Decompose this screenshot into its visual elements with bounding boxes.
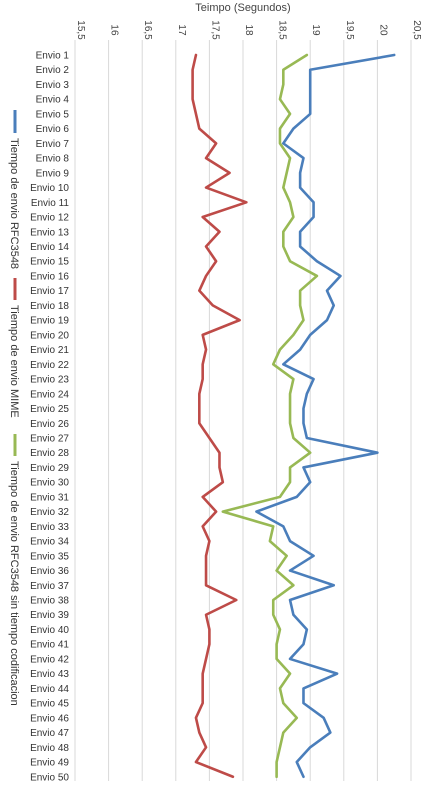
category-label: Envio 5 [36, 109, 70, 120]
category-label: Envio 30 [30, 478, 69, 489]
category-label: Envio 9 [36, 168, 70, 179]
category-label: Envio 40 [30, 625, 69, 636]
category-label: Envio 25 [30, 404, 69, 415]
category-label: Envio 50 [30, 772, 69, 783]
category-label: Envio 39 [30, 610, 69, 621]
x-tick-label: 19,5 [344, 20, 355, 40]
category-label: Envio 14 [30, 242, 69, 253]
category-label: Envio 20 [30, 330, 69, 341]
category-label: Envio 16 [30, 271, 69, 282]
category-label: Envio 13 [30, 227, 69, 238]
category-label: Envio 46 [30, 713, 69, 724]
category-label: Envio 31 [30, 492, 69, 503]
category-label: Envio 35 [30, 551, 69, 562]
category-label: Envio 42 [30, 654, 69, 665]
x-tick-label: 18 [243, 24, 254, 36]
category-label: Envio 28 [30, 448, 69, 459]
category-label: Envio 18 [30, 301, 69, 312]
category-label: Envio 34 [30, 537, 69, 548]
category-label: Envio 41 [30, 640, 69, 651]
category-label: Envio 22 [30, 360, 69, 371]
category-label: Envio 1 [36, 51, 70, 62]
x-axis-title: Teimpo (Segundos) [195, 2, 290, 14]
gridlines [74, 40, 412, 781]
category-label: Envio 3 [36, 80, 70, 91]
category-label: Envio 19 [30, 316, 69, 327]
category-label: Envio 45 [30, 699, 69, 710]
category-label: Envio 48 [30, 743, 69, 754]
category-labels: Envio 1 Envio 2 Envio 3 Envio 4 Envio 5 Envio… [30, 51, 69, 784]
category-label: Envio 49 [30, 758, 69, 769]
category-label: Envio 11 [31, 198, 70, 209]
legend-label: Tiempo de envio MIME [8, 305, 20, 418]
x-tick-label: 16,5 [142, 20, 153, 40]
category-label: Envio 36 [30, 566, 69, 577]
x-tick-label: 15,5 [75, 20, 86, 40]
series-lines [191, 53, 396, 779]
category-label: Envio 43 [30, 669, 69, 680]
category-label: Envio 33 [30, 522, 69, 533]
series-line [191, 53, 248, 779]
x-tick-label: 20 [377, 24, 388, 36]
category-label: Envio 6 [36, 124, 70, 135]
category-label: Envio 4 [36, 95, 70, 106]
category-label: Envio 38 [30, 596, 69, 607]
category-label: Envio 26 [30, 419, 69, 430]
category-label: Envio 47 [30, 728, 69, 739]
category-label: Envio 2 [36, 65, 70, 76]
category-label: Envio 10 [30, 183, 69, 194]
category-label: Envio 17 [30, 286, 69, 297]
category-label: Envio 8 [36, 154, 70, 165]
x-tick-label: 17,5 [209, 20, 220, 40]
category-label: Envio 23 [30, 375, 69, 386]
legend: Tiempo de envio RFC3548 Tiempo de envio M… [8, 110, 20, 706]
category-label: Envio 29 [30, 463, 69, 474]
x-tick-label: 20,5 [411, 20, 421, 40]
x-tick-label: 16 [109, 24, 120, 36]
category-label: Envio 12 [30, 213, 69, 224]
x-tick-label: 17 [176, 24, 187, 36]
x-axis-ticks: 15,5 16 16,5 17 17,5 18 18,5 19 19,5 20 20,5 [75, 20, 421, 40]
category-label: Envio 24 [30, 389, 69, 400]
series-line [221, 53, 319, 779]
category-label: Envio 32 [30, 507, 69, 518]
x-tick-label: 18,5 [277, 20, 288, 40]
category-label: Envio 27 [30, 433, 69, 444]
category-label: Envio 15 [30, 257, 69, 268]
category-label: Envio 7 [36, 139, 70, 150]
series-line [255, 53, 396, 779]
legend-label: Tiempo de envio RFC3548 [8, 138, 20, 269]
x-tick-label: 19 [310, 24, 321, 36]
category-label: Envio 44 [30, 684, 69, 695]
category-label: Envio 37 [30, 581, 69, 592]
category-label: Envio 21 [30, 345, 69, 356]
legend-label: Tiempo de envio RFC3548 sin tiempo codif… [8, 461, 20, 706]
